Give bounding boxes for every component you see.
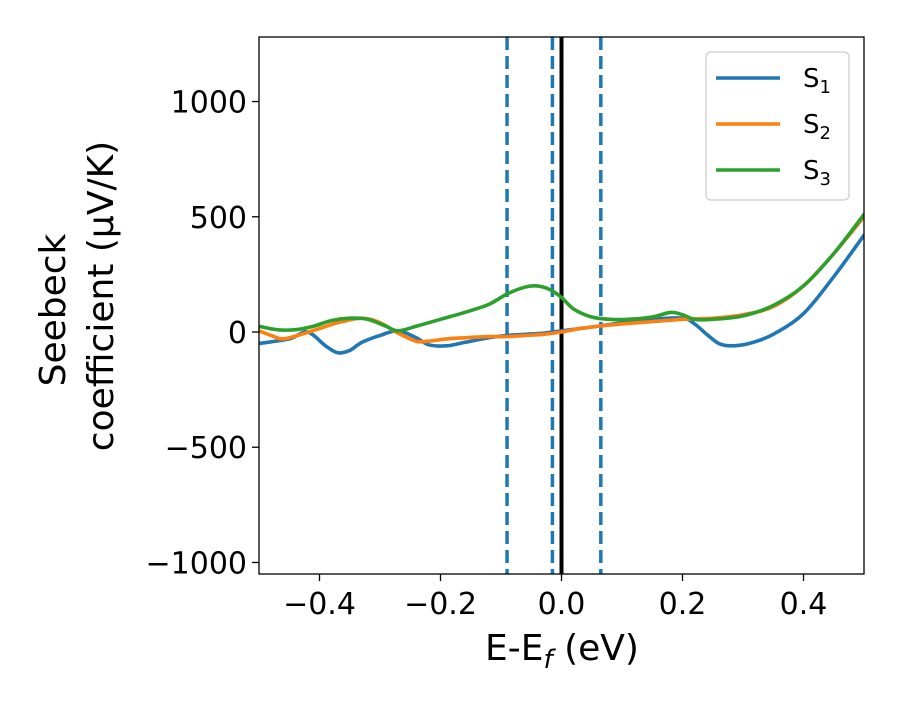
x-axis-label-main: E-E: [485, 628, 543, 669]
y-axis-label-line2: coefficient (μV/K): [81, 141, 122, 451]
legend-box: [705, 51, 850, 201]
legend-label-s2: S2: [803, 110, 831, 144]
y-axis-label-line1: Seebeck: [33, 233, 74, 386]
x-axis-ticks: −0.4 −0.2 0.0 0.2 0.4: [283, 574, 827, 622]
x-tick-label: 0.0: [538, 587, 586, 622]
x-tick-label: −0.2: [404, 587, 477, 622]
y-tick-label: −500: [165, 431, 247, 466]
legend-label-s1: S1: [803, 64, 831, 98]
x-tick-label: −0.4: [283, 587, 356, 622]
x-tick-label: 0.2: [659, 587, 707, 622]
x-axis-label: E-Ef (eV): [485, 628, 639, 675]
series-lines: [259, 212, 864, 355]
y-tick-label: 500: [190, 201, 247, 236]
y-axis-ticks: −1000 −500 0 500 1000: [146, 86, 259, 581]
legend: S1 S2 S3: [705, 51, 850, 201]
y-tick-label: 1000: [171, 86, 247, 121]
x-axis-label-unit: (eV): [553, 628, 639, 669]
vertical-marker-lines: [505, 37, 603, 574]
y-tick-label: −1000: [146, 546, 247, 581]
series-line-s3: [259, 212, 864, 333]
x-tick-label: 0.4: [780, 587, 828, 622]
legend-label-s3: S3: [803, 156, 831, 190]
y-tick-label: 0: [228, 316, 247, 351]
